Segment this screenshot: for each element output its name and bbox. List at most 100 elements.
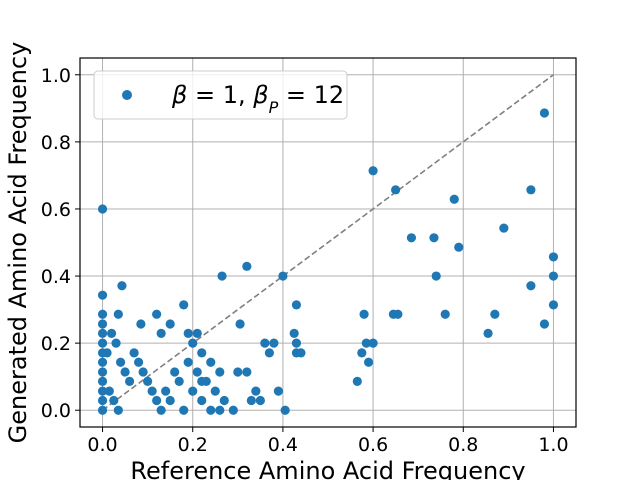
y-tick-label: 0.2 [41, 333, 71, 355]
legend-box [93, 70, 348, 120]
data-point [174, 376, 184, 386]
reference-diagonal-line [102, 74, 554, 411]
axis-ticks: 0.0 0.2 0.4 0.6 0.8 1.0 0.0 0.2 0.4 0.6 0.8 1.0 [41, 65, 569, 456]
data-point [143, 376, 153, 386]
x-tick-label: 0.0 [87, 434, 117, 456]
data-point [548, 252, 559, 262]
y-tick-label: 0.6 [41, 199, 71, 221]
data-point [548, 271, 559, 281]
data-point [97, 338, 108, 348]
data-point [368, 166, 378, 176]
data-point [97, 309, 108, 319]
data-point [192, 367, 202, 377]
data-point [242, 261, 252, 271]
data-point [539, 319, 550, 329]
data-point [361, 338, 371, 348]
data-point [111, 338, 121, 348]
data-point [246, 395, 256, 406]
data-point [210, 386, 220, 396]
data-point [97, 290, 108, 300]
y-tick-label: 0.8 [41, 132, 71, 154]
data-point [197, 376, 207, 386]
data-point [454, 242, 464, 252]
data-point [113, 309, 123, 319]
y-tick-label: 1.0 [41, 65, 71, 87]
data-point [526, 185, 536, 195]
data-point [296, 348, 306, 358]
data-point [197, 395, 207, 406]
data-point [242, 367, 252, 377]
data-point [161, 386, 171, 396]
data-point [188, 338, 198, 348]
x-tick-label: 0.4 [268, 434, 298, 456]
data-point [136, 319, 146, 329]
data-point [368, 338, 378, 348]
data-point [359, 309, 369, 319]
data-point [548, 300, 559, 310]
data-point [251, 386, 261, 396]
data-point [97, 367, 108, 377]
data-point [352, 376, 362, 386]
data-point [278, 271, 288, 281]
data-point [440, 309, 450, 319]
data-point [483, 328, 493, 339]
y-tick-label: 0.0 [41, 400, 71, 422]
data-point [260, 338, 270, 348]
data-point [235, 319, 245, 329]
data-point [215, 367, 225, 377]
data-point [97, 319, 108, 329]
x-tick-label: 0.8 [448, 434, 478, 456]
data-point [357, 348, 367, 358]
data-point [147, 386, 157, 396]
data-point [217, 271, 227, 281]
data-point [183, 328, 193, 339]
y-axis-title: Generated Amino Acid Frequency [4, 42, 32, 444]
data-point [97, 204, 108, 214]
data-point [102, 348, 112, 358]
data-point [255, 395, 265, 406]
data-point [106, 328, 117, 339]
scatter-points [97, 108, 559, 415]
data-point [113, 405, 123, 415]
data-point [179, 405, 189, 415]
data-point [215, 405, 225, 415]
data-point [228, 405, 238, 415]
data-point [539, 108, 550, 118]
data-point [179, 300, 189, 310]
y-tick-label: 0.4 [41, 266, 71, 288]
data-point [431, 271, 441, 281]
x-tick-label: 0.6 [358, 434, 388, 456]
data-point [264, 348, 274, 358]
data-point [104, 386, 114, 396]
data-point [120, 367, 130, 377]
data-point [117, 281, 127, 291]
data-point [138, 367, 148, 377]
data-point [97, 328, 108, 339]
data-point [391, 185, 401, 195]
data-point [97, 395, 108, 406]
data-point [97, 386, 108, 396]
data-point [219, 395, 229, 406]
data-point [134, 357, 144, 367]
data-point [526, 281, 536, 291]
data-point [156, 328, 166, 339]
reference-line-layer [102, 74, 554, 411]
data-point [115, 357, 126, 367]
data-point [197, 348, 207, 358]
data-point [125, 376, 135, 386]
data-point [206, 357, 216, 367]
data-point [97, 357, 108, 367]
data-point [109, 395, 119, 406]
data-point [291, 300, 302, 310]
data-point [129, 348, 139, 358]
data-point [97, 376, 108, 386]
data-point [152, 395, 162, 406]
data-point [393, 309, 403, 319]
data-point [269, 338, 279, 348]
data-point [188, 386, 198, 396]
data-point [165, 319, 175, 329]
data-point [449, 194, 459, 204]
data-point [97, 405, 108, 415]
data-point [156, 405, 166, 415]
